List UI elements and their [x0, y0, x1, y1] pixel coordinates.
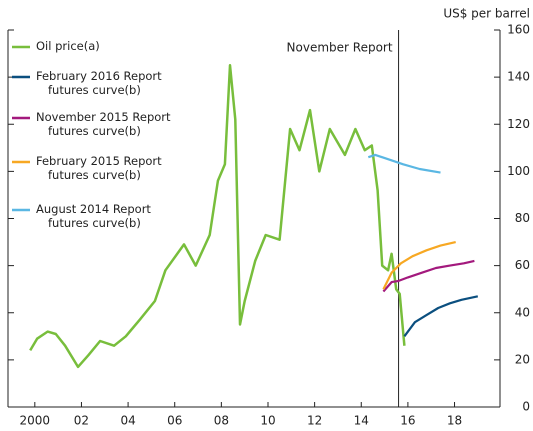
- x-tick-label: 16: [400, 414, 415, 428]
- series-line: [403, 295, 479, 337]
- legend-label: August 2014 Report futures curve(b): [36, 202, 151, 230]
- x-tick-label: 18: [447, 414, 462, 428]
- series-line: [382, 241, 456, 290]
- legend-label: February 2016 Report futures curve(b): [36, 69, 162, 97]
- x-tick-label: 02: [74, 414, 89, 428]
- x-tick-label: 12: [307, 414, 322, 428]
- y-tick-label: 0: [522, 400, 530, 414]
- x-tick-label: 06: [167, 414, 182, 428]
- y-tick-label: 140: [507, 70, 530, 84]
- legend-label-box: February 2015 Report futures curve(b): [36, 154, 162, 182]
- legend-label: February 2015 Report futures curve(b): [36, 154, 162, 182]
- y-tick-label: 120: [507, 117, 530, 131]
- y-tick-label: 80: [515, 211, 530, 225]
- series-line: [367, 153, 441, 174]
- legend-label-box: Oil price(a): [36, 39, 100, 53]
- series-line: [29, 64, 406, 369]
- x-tick-label: 08: [214, 414, 229, 428]
- series-line: [382, 259, 475, 293]
- x-tick-label: 14: [354, 414, 369, 428]
- y-axis-label: US$ per barrel: [443, 7, 530, 21]
- x-tick-label: 2000: [20, 414, 51, 428]
- legend-label-box: August 2014 Report futures curve(b): [36, 202, 151, 230]
- x-tick-label: 10: [260, 414, 275, 428]
- x-tick-label: 04: [120, 414, 135, 428]
- y-tick-label: 40: [515, 305, 530, 319]
- legend-label: Oil price(a): [36, 39, 100, 53]
- y-tick-label: 20: [515, 352, 530, 366]
- y-tick-label: 100: [507, 164, 530, 178]
- legend-label: November 2015 Report futures curve(b): [36, 110, 171, 138]
- annotation: November Report: [287, 41, 393, 55]
- y-tick-label: 160: [507, 23, 530, 37]
- legend-label-box: February 2016 Report futures curve(b): [36, 69, 162, 97]
- y-tick-label: 60: [515, 258, 530, 272]
- legend-label-box: November 2015 Report futures curve(b): [36, 110, 171, 138]
